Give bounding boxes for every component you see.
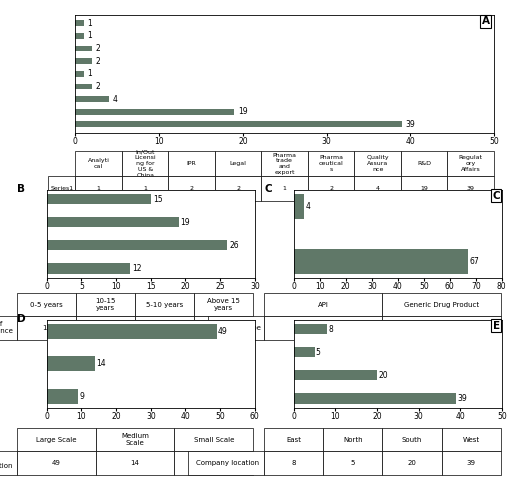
Text: 15: 15 [153,194,163,203]
Bar [47,217,178,228]
Text: 19: 19 [238,107,248,116]
Text: 14: 14 [96,359,106,368]
Bar [294,370,377,380]
Text: 19: 19 [180,218,190,226]
Text: A: A [482,16,490,26]
Text: 9: 9 [79,392,84,400]
Bar [75,122,402,127]
Text: 12: 12 [132,264,141,273]
Text: 4: 4 [305,202,310,211]
Bar [294,194,304,218]
Bar [294,324,327,334]
Bar [294,393,456,404]
Bar [294,249,468,274]
Text: 20: 20 [378,371,388,380]
Text: 39: 39 [457,394,467,403]
Text: 4: 4 [112,94,117,104]
Text: 1: 1 [87,32,92,40]
Text: 8: 8 [328,324,333,334]
Text: B: B [17,184,24,194]
Text: 39: 39 [405,120,415,129]
Text: 1: 1 [87,69,92,78]
Bar [294,347,315,358]
Bar [47,240,227,250]
Text: 26: 26 [229,241,239,250]
Text: C: C [492,191,500,201]
Text: D: D [17,314,25,324]
Text: 49: 49 [218,327,227,336]
Bar [75,33,84,38]
Bar [75,58,92,64]
Bar [47,356,95,371]
Bar [75,46,92,52]
Bar [75,71,84,76]
Text: 2: 2 [96,56,100,66]
Bar [47,263,130,274]
Bar [47,194,151,204]
Text: E: E [492,321,500,331]
Text: 1: 1 [87,18,92,28]
Text: 2: 2 [96,44,100,53]
Bar [47,324,217,338]
Bar [75,96,109,102]
Text: 2: 2 [96,82,100,91]
Bar [75,84,92,89]
Bar [47,389,78,404]
Bar [75,109,235,114]
Text: 5: 5 [316,348,321,356]
Text: 67: 67 [470,256,479,266]
Text: C: C [264,184,272,194]
Bar [75,20,84,26]
